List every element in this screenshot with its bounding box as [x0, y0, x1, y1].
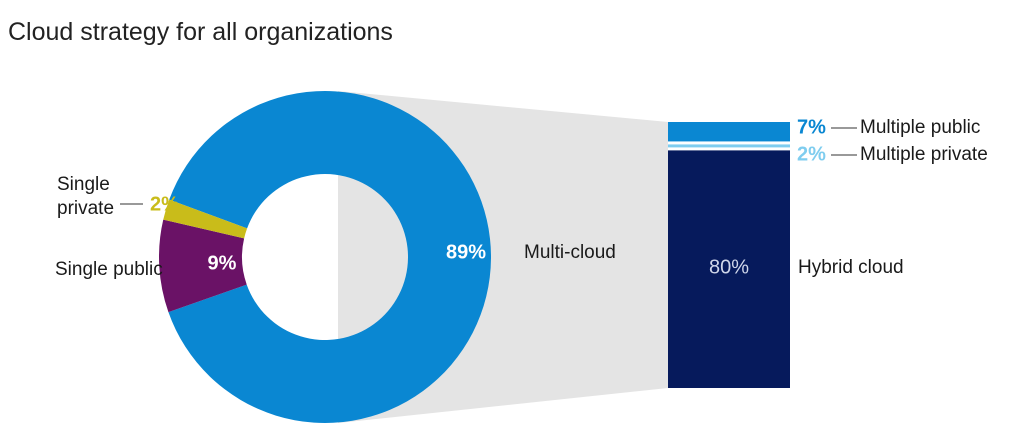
- hybrid-cloud-category-label: Hybrid cloud: [798, 257, 904, 278]
- donut-chart: [158, 90, 491, 424]
- single-public-category-label: Single public: [55, 259, 163, 280]
- single-private-category-label-line1: Single: [57, 174, 110, 195]
- bar-segment-hybrid-cloud: [668, 150, 790, 388]
- multiple-public-category-label: Multiple public: [860, 117, 980, 138]
- bar-segment-multiple-private: [668, 144, 790, 148]
- multiple-public-value-label: 7%: [797, 116, 826, 138]
- single-private-value-label: 2%: [150, 193, 179, 215]
- bar-segment-multiple-public: [668, 122, 790, 142]
- chart-labels: 89% Multi-cloud 9% Single public 2% Single pri…: [55, 116, 988, 280]
- hybrid-cloud-value-label: 80%: [709, 256, 749, 278]
- slice-single-public: [158, 219, 247, 313]
- multi-cloud-value-label: 89%: [446, 241, 486, 263]
- multiple-private-value-label: 2%: [797, 143, 826, 165]
- chart-title: Cloud strategy for all organizations: [8, 18, 393, 46]
- single-public-value-label: 9%: [208, 252, 237, 274]
- breakdown-bar: [668, 122, 790, 388]
- multiple-private-category-label: Multiple private: [860, 144, 988, 165]
- slice-single-private: [163, 199, 248, 239]
- slice-multi-cloud: [168, 90, 491, 424]
- multi-cloud-category-label: Multi-cloud: [524, 242, 616, 263]
- single-private-category-label-line2: private: [57, 198, 114, 219]
